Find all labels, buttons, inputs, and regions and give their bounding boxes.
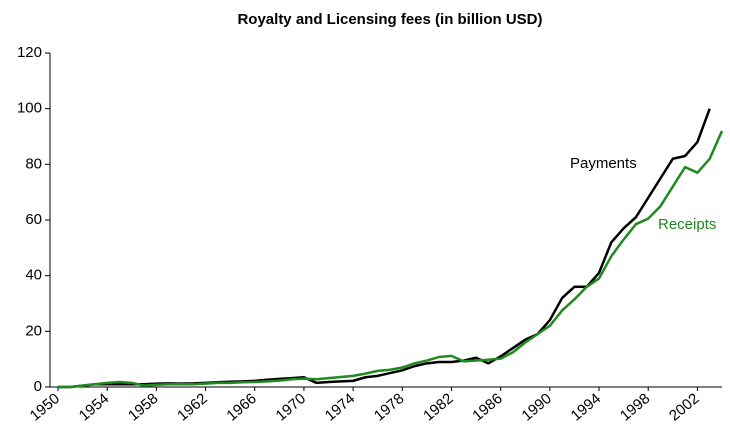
series-label: Payments [570,155,637,172]
x-tick-label: 1986 [469,390,505,424]
x-tick-label: 1998 [617,390,653,424]
y-tick-label: 100 [17,100,42,117]
line-series [58,130,724,389]
x-tick-label: 1994 [568,390,604,424]
x-tick-label: 1962 [174,390,210,424]
x-tick-label: 1970 [273,390,309,424]
x-tick-label: 1990 [518,390,554,424]
x-tick-label: 1974 [322,390,358,424]
series-label: Receipts [658,216,716,233]
x-tick-label: 2002 [666,390,702,424]
y-tick-label: 120 [17,44,42,61]
chart-title: Royalty and Licensing fees (in billion U… [237,11,542,28]
x-tick-label: 1950 [27,390,63,424]
y-tick-label: 0 [34,378,42,395]
x-tick-label: 1978 [371,390,407,424]
y-tick-label: 40 [25,267,42,284]
line-series [58,108,711,389]
y-tick-label: 60 [25,211,42,228]
x-tick-label: 1982 [420,390,456,424]
y-tick-label: 20 [25,322,42,339]
x-tick-label: 1966 [223,390,259,424]
y-tick-label: 80 [25,155,42,172]
x-tick-label: 1958 [125,390,161,424]
x-tick-label: 1954 [76,390,112,424]
